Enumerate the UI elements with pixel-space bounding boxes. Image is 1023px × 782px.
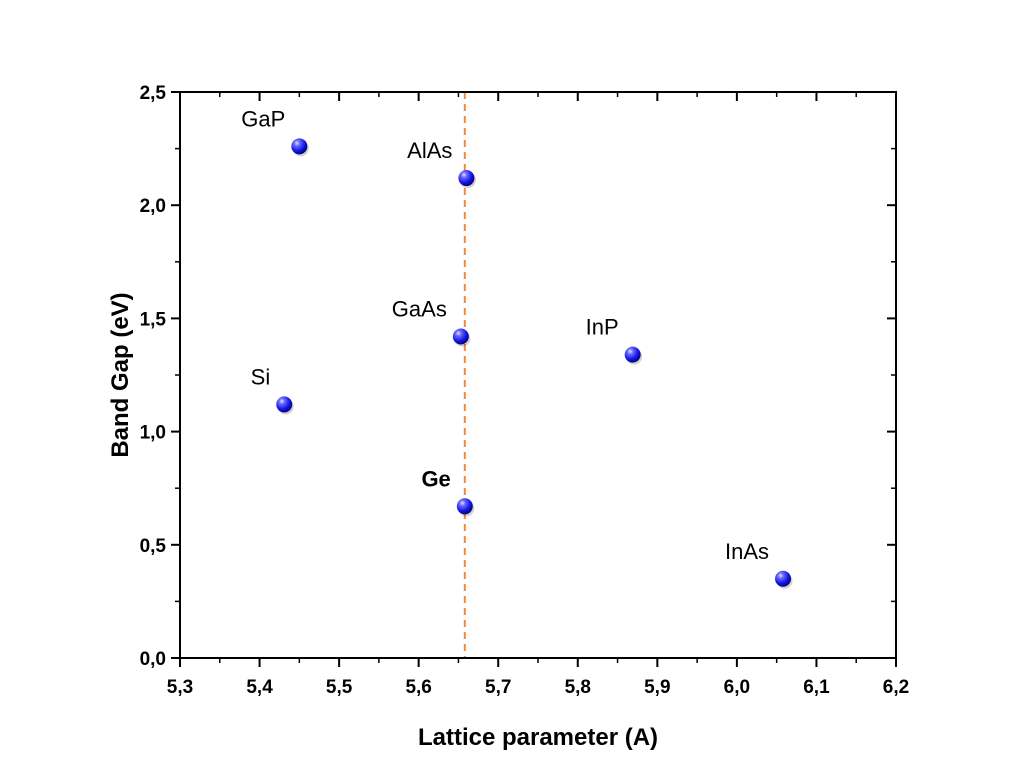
y-tick-label: 1,0	[140, 423, 166, 444]
x-tick-label: 5,9	[644, 677, 670, 698]
y-tick-label: 2,5	[140, 83, 167, 104]
y-tick-label: 1,5	[140, 309, 167, 330]
point-label: Si	[251, 364, 271, 389]
data-point-inp: InP	[586, 315, 643, 365]
x-tick-label: 5,7	[485, 677, 511, 698]
y-tick-label: 0,0	[140, 649, 166, 670]
x-tick-label: 5,3	[167, 677, 193, 698]
marker	[291, 138, 308, 155]
point-label: GaP	[241, 106, 285, 131]
y-tick-label: 2,0	[140, 196, 166, 217]
data-point-alas: AlAs	[407, 138, 476, 189]
marker	[458, 170, 475, 187]
point-label: Ge	[421, 466, 450, 491]
x-tick-label: 5,6	[405, 677, 431, 698]
data-point-gaas: GaAs	[392, 297, 471, 347]
x-tick-label: 6,2	[883, 677, 909, 698]
point-label: InAs	[725, 539, 769, 564]
data-point-gap: GaP	[241, 106, 309, 157]
data-point-inas: InAs	[725, 539, 793, 589]
x-tick-label: 6,1	[803, 677, 830, 698]
x-tick-label: 6,0	[724, 677, 750, 698]
x-tick-label: 5,4	[246, 677, 273, 698]
marker	[276, 396, 293, 413]
y-tick-label: 0,5	[140, 536, 167, 557]
data-point-si: Si	[251, 364, 294, 415]
marker	[452, 328, 469, 345]
x-tick-label: 5,5	[326, 677, 353, 698]
x-axis-title: Lattice parameter (A)	[418, 724, 658, 751]
y-axis-title: Band Gap (eV)	[107, 292, 134, 457]
marker	[624, 346, 641, 363]
point-label: AlAs	[407, 138, 452, 163]
x-tick-label: 5,8	[565, 677, 591, 698]
point-label: GaAs	[392, 297, 447, 322]
marker	[456, 498, 473, 515]
data-point-ge: Ge	[421, 466, 475, 517]
point-label: InP	[586, 315, 619, 340]
marker	[775, 570, 792, 587]
